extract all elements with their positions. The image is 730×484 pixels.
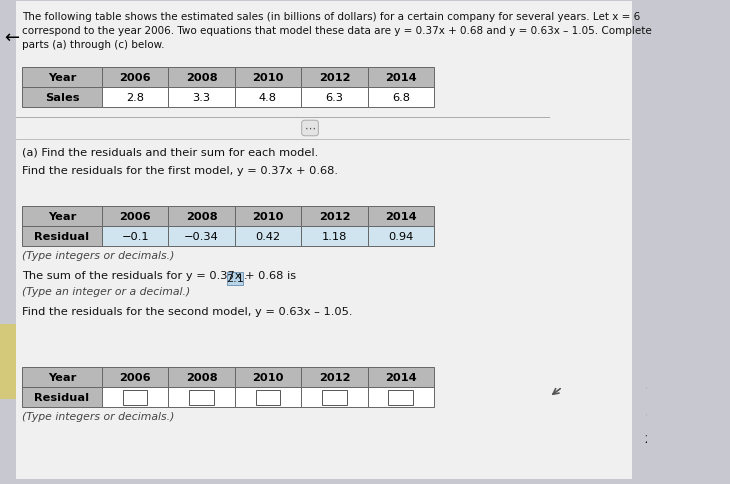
Bar bbox=[368, 387, 434, 407]
Bar bbox=[169, 68, 235, 88]
Text: −0.1: −0.1 bbox=[121, 231, 149, 242]
Bar bbox=[102, 207, 169, 227]
Text: 2010: 2010 bbox=[252, 73, 284, 83]
Bar bbox=[22, 207, 102, 227]
Text: 2.8: 2.8 bbox=[126, 93, 144, 103]
Bar bbox=[169, 88, 235, 108]
Text: 2006: 2006 bbox=[119, 372, 151, 382]
Bar bbox=[22, 68, 102, 88]
Bar bbox=[235, 387, 301, 407]
Text: The sum of the residuals for y = 0.37x + 0.68 is: The sum of the residuals for y = 0.37x +… bbox=[22, 271, 300, 280]
Bar bbox=[301, 68, 368, 88]
Bar bbox=[102, 68, 169, 88]
Bar bbox=[235, 88, 301, 108]
Text: 2014: 2014 bbox=[385, 73, 417, 83]
Bar bbox=[301, 88, 368, 108]
Bar bbox=[22, 367, 102, 387]
Bar bbox=[102, 367, 169, 387]
Bar bbox=[301, 227, 368, 246]
Text: (Type integers or decimals.): (Type integers or decimals.) bbox=[22, 251, 174, 260]
Text: (Type integers or decimals.): (Type integers or decimals.) bbox=[22, 411, 174, 421]
Bar bbox=[102, 387, 169, 407]
Bar bbox=[255, 390, 280, 405]
Bar bbox=[368, 68, 434, 88]
Bar bbox=[123, 390, 147, 405]
Text: 2012: 2012 bbox=[318, 212, 350, 222]
Bar bbox=[368, 227, 434, 246]
Text: .: . bbox=[244, 271, 247, 280]
Text: Sales: Sales bbox=[45, 93, 80, 103]
Text: 4.8: 4.8 bbox=[259, 93, 277, 103]
Text: 2008: 2008 bbox=[185, 212, 218, 222]
Text: Residual: Residual bbox=[34, 392, 90, 402]
Text: Find the residuals for the second model, y = 0.63x – 1.05.: Find the residuals for the second model,… bbox=[22, 306, 353, 317]
Text: 6.8: 6.8 bbox=[392, 93, 410, 103]
Bar bbox=[22, 88, 102, 108]
Text: 2010: 2010 bbox=[252, 372, 284, 382]
Text: 2012: 2012 bbox=[318, 372, 350, 382]
Text: Year: Year bbox=[48, 73, 76, 83]
Bar bbox=[301, 367, 368, 387]
Bar bbox=[169, 387, 235, 407]
Text: The following table shows the estimated sales (in billions of dollars) for a cer: The following table shows the estimated … bbox=[22, 12, 640, 22]
Bar bbox=[0, 324, 16, 399]
Bar bbox=[235, 227, 301, 246]
Bar bbox=[235, 367, 301, 387]
Text: correspond to the year 2006. Two equations that model these data are y = 0.37x +: correspond to the year 2006. Two equatio… bbox=[22, 26, 652, 36]
Bar bbox=[301, 207, 368, 227]
Text: Year: Year bbox=[48, 372, 76, 382]
Text: Year: Year bbox=[48, 212, 76, 222]
Text: 2008: 2008 bbox=[185, 73, 218, 83]
Text: 2012: 2012 bbox=[318, 73, 350, 83]
Text: 2.1: 2.1 bbox=[226, 274, 244, 284]
Bar bbox=[102, 227, 169, 246]
Bar bbox=[169, 207, 235, 227]
Text: (a) Find the residuals and their sum for each model.: (a) Find the residuals and their sum for… bbox=[22, 148, 318, 158]
Text: 2006: 2006 bbox=[119, 73, 151, 83]
Text: 0.94: 0.94 bbox=[388, 231, 413, 242]
Bar bbox=[235, 68, 301, 88]
Bar bbox=[169, 227, 235, 246]
Text: Find the residuals for the first model, y = 0.37x + 0.68.: Find the residuals for the first model, … bbox=[22, 166, 338, 176]
Bar bbox=[368, 88, 434, 108]
Text: 0.42: 0.42 bbox=[255, 231, 280, 242]
Bar bbox=[235, 207, 301, 227]
Text: (Type an integer or a decimal.): (Type an integer or a decimal.) bbox=[22, 287, 191, 296]
Text: (1/1: (1/1 bbox=[645, 382, 666, 392]
Text: parts (a) through (c) below.: parts (a) through (c) below. bbox=[22, 40, 165, 50]
Bar bbox=[368, 367, 434, 387]
Text: 2010: 2010 bbox=[252, 212, 284, 222]
Text: Residual: Residual bbox=[34, 231, 90, 242]
Text: ←: ← bbox=[4, 29, 20, 47]
Bar bbox=[388, 390, 413, 405]
Text: (1/1: (1/1 bbox=[645, 409, 666, 419]
Text: 3.3: 3.3 bbox=[193, 93, 210, 103]
Text: −0.34: −0.34 bbox=[184, 231, 219, 242]
Bar bbox=[169, 367, 235, 387]
Text: 2 (1: 2 (1 bbox=[645, 434, 665, 444]
Text: 2006: 2006 bbox=[119, 212, 151, 222]
Text: 6.3: 6.3 bbox=[326, 93, 343, 103]
Text: 1.18: 1.18 bbox=[322, 231, 347, 242]
Bar bbox=[102, 88, 169, 108]
Bar bbox=[368, 207, 434, 227]
Text: 2014: 2014 bbox=[385, 372, 417, 382]
Text: 2014: 2014 bbox=[385, 212, 417, 222]
Bar bbox=[301, 387, 368, 407]
Bar bbox=[227, 272, 243, 286]
Bar bbox=[22, 227, 102, 246]
Text: 2008: 2008 bbox=[185, 372, 218, 382]
Text: ⋯: ⋯ bbox=[304, 124, 315, 134]
Bar bbox=[189, 390, 214, 405]
Bar bbox=[322, 390, 347, 405]
Bar bbox=[22, 387, 102, 407]
